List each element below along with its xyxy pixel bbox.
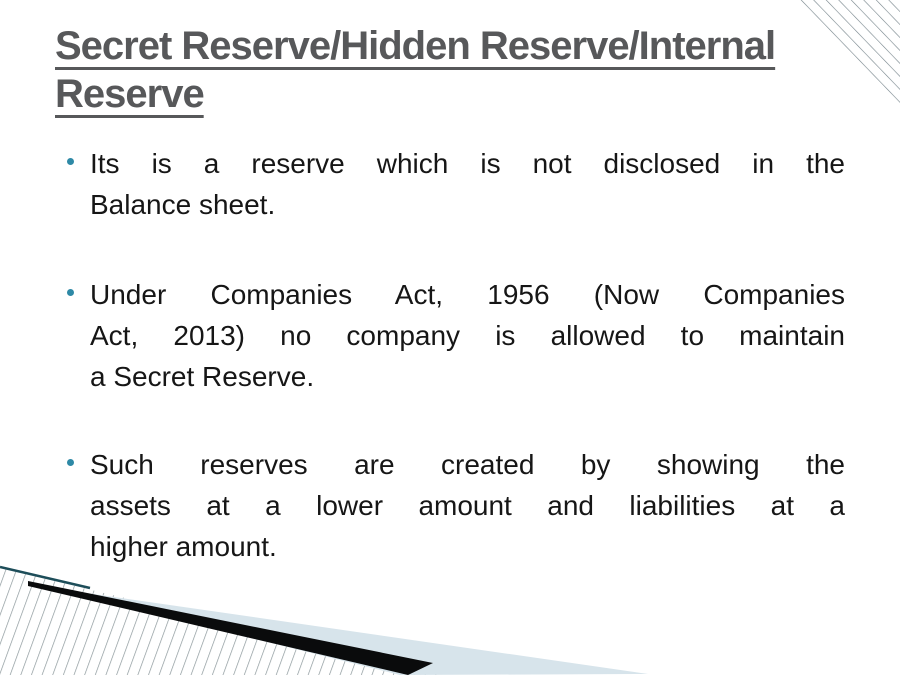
bullet-dot — [67, 158, 74, 165]
bullet-text-line: Such reserves are created by showing the — [90, 449, 845, 480]
slide-title-line2: Reserve — [55, 72, 205, 116]
black-swoosh — [28, 581, 433, 675]
bullet-text-line: assets at a lower amount and liabilities… — [90, 490, 845, 521]
bullet-text-line: Act, 2013) no company is allowed to main… — [90, 320, 845, 351]
bullet-text-line: Its is a reserve which is not disclosed … — [90, 148, 845, 179]
bullet-text: Its is a reserve which is not disclosed … — [90, 143, 845, 225]
bullet-text: Such reserves are created by showing the… — [90, 444, 845, 567]
bullet-text-line: a Secret Reserve. — [90, 361, 315, 392]
slide-title-line1: Secret Reserve/Hidden Reserve/Internal — [55, 24, 776, 68]
slide-title: Secret Reserve/Hidden Reserve/Internal R… — [55, 22, 855, 118]
bullet-dot — [67, 289, 74, 296]
bullet-dot — [67, 459, 74, 466]
bullet-item: Such reserves are created by showing the… — [66, 444, 845, 567]
bullet-text-line: higher amount. — [90, 531, 277, 562]
bullet-text-line: Under Companies Act, 1956 (Now Companies — [90, 279, 845, 310]
pale-blue-wedge — [45, 587, 648, 675]
hatch-edge-line — [0, 565, 91, 590]
bullet-item: Its is a reserve which is not disclosed … — [66, 143, 845, 225]
bullet-text: Under Companies Act, 1956 (Now Companies… — [90, 274, 845, 397]
top-right-pinstripe-decoration — [795, 0, 900, 108]
bullet-text-line: Balance sheet. — [90, 189, 276, 220]
bullet-item: Under Companies Act, 1956 (Now Companies… — [66, 274, 845, 397]
